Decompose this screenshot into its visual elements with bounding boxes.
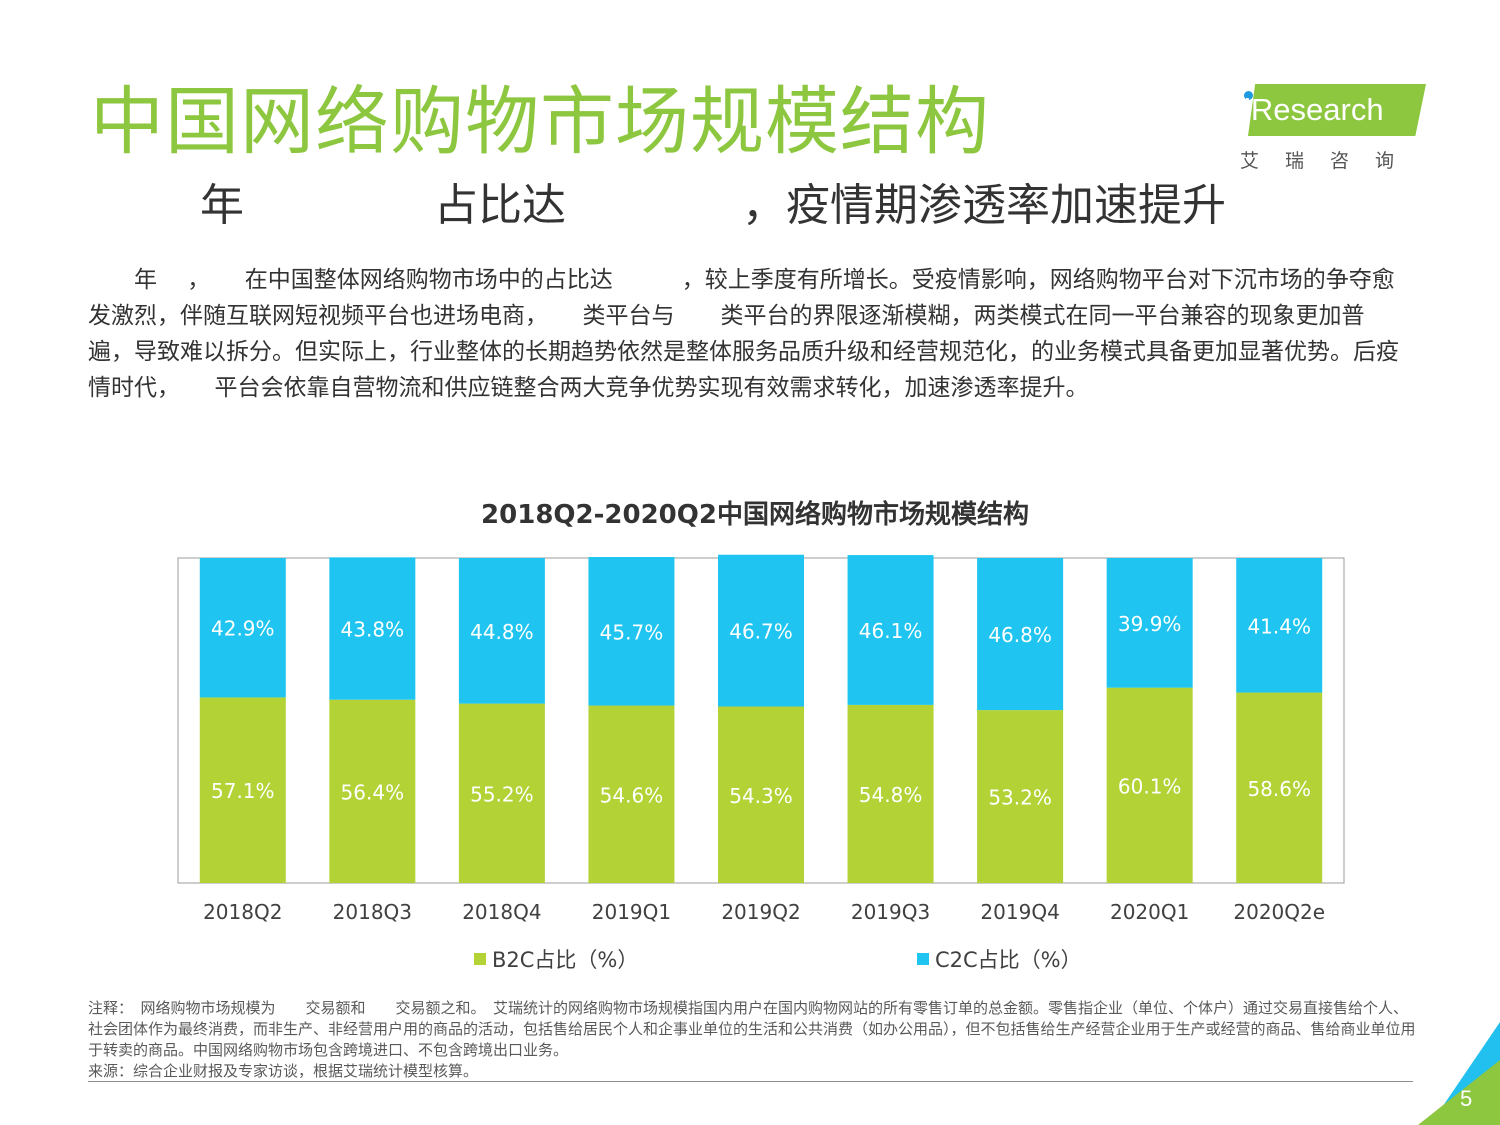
summary-paragraph: 年 ， 在中国整体网络购物市场中的占比达 ，较上季度有所增长。受疫情影响，网络购…	[88, 267, 1399, 401]
x-tick-label-2020q1: 2020Q1	[1110, 900, 1189, 924]
logo-dot-icon	[1244, 91, 1253, 100]
data-label-b2c-2018q4: 55.2%	[470, 782, 534, 806]
logo-cn-name: 艾瑞咨询	[1240, 150, 1421, 172]
x-tick-label-2018q4: 2018Q4	[462, 900, 541, 924]
data-label-b2c-2018q3: 56.4%	[341, 780, 405, 804]
footer-divider	[88, 1081, 1413, 1082]
bar-c2c-2020q1	[1106, 558, 1193, 688]
bar-b2c-2018q2	[199, 697, 286, 883]
data-label-c2c-2018q3: 43.8%	[341, 618, 405, 642]
legend-swatch-b2c	[474, 953, 486, 965]
bar-c2c-2019q1	[588, 557, 675, 706]
footnote: 注释： 网络购物市场规模为 交易额和 交易额之和。 艾瑞统计的网络购物市场规模指…	[88, 998, 1418, 1082]
stacked-bar-chart: 57.1% 42.9% 56.4% 43.8% 55.2% 44.8% 54.6% 45.7%…	[177, 554, 1345, 972]
legend-label-b2c: B2C占比（%）	[492, 948, 638, 972]
page-title: 中国网络购物市场规模结构	[90, 79, 990, 165]
iresearch-logo: iResearch 艾瑞咨询	[1238, 78, 1428, 172]
data-label-b2c-2020q2e: 58.6%	[1247, 777, 1311, 801]
page-number: 5	[1460, 1086, 1473, 1111]
x-tick-label-2019q1: 2019Q1	[592, 900, 671, 924]
data-label-c2c-2019q3: 46.1%	[859, 619, 923, 643]
bar-c2c-2018q4	[458, 558, 545, 704]
bar-b2c-2020q2e	[1236, 692, 1323, 883]
x-tick-label-2018q2: 2018Q2	[203, 900, 282, 924]
bar-c2c-2018q3	[329, 557, 416, 700]
data-label-b2c-2019q2: 54.3%	[729, 784, 793, 808]
data-label-b2c-2018q2: 57.1%	[211, 779, 275, 803]
bar-c2c-2019q2	[718, 554, 804, 707]
bars-group: 57.1% 42.9% 56.4% 43.8% 55.2% 44.8% 54.6% 45.7%…	[199, 554, 1323, 883]
data-label-b2c-2020q1: 60.1%	[1118, 774, 1182, 798]
bar-b2c-2019q3	[847, 704, 934, 883]
page-subtitle: 年 占比达 ，疫情期渗透率加速提升	[200, 180, 1226, 231]
data-label-b2c-2019q4: 53.2%	[988, 786, 1052, 810]
data-label-c2c-2018q4: 44.8%	[470, 620, 534, 644]
logo-brand: iResearch	[1244, 92, 1384, 127]
bar-b2c-2018q3	[329, 699, 416, 883]
x-tick-label-2019q3: 2019Q3	[851, 900, 930, 924]
bar-b2c-2019q1	[588, 705, 675, 883]
bar-b2c-2018q4	[458, 703, 545, 883]
data-label-c2c-2020q2e: 41.4%	[1247, 614, 1311, 638]
legend-swatch-c2c	[917, 953, 929, 965]
x-tick-label-2019q4: 2019Q4	[980, 900, 1059, 924]
bar-b2c-2019q2	[718, 706, 804, 883]
footnote-source: 来源：综合企业财报及专家访谈，根据艾瑞统计模型核算。	[88, 1062, 479, 1080]
legend: B2C占比（%） C2C占比（%）	[474, 948, 1082, 972]
data-label-b2c-2019q1: 54.6%	[600, 783, 664, 807]
x-tick-label-2019q2: 2019Q2	[721, 900, 800, 924]
x-axis-labels: 2018Q2 2018Q3 2018Q4 2019Q1 2019Q2 2019Q3 2019…	[203, 900, 1325, 924]
chart-title: 2018Q2-2020Q2中国网络购物市场规模结构	[481, 500, 1029, 530]
bar-c2c-2020q2e	[1236, 558, 1323, 693]
data-label-c2c-2019q2: 46.7%	[729, 620, 793, 644]
data-label-c2c-2020q1: 39.9%	[1118, 612, 1182, 636]
bar-c2c-2019q4	[977, 558, 1064, 711]
data-label-b2c-2019q3: 54.8%	[859, 783, 923, 807]
x-tick-label-2018q3: 2018Q3	[333, 900, 412, 924]
data-label-c2c-2019q4: 46.8%	[988, 623, 1052, 647]
footnote-note: 注释： 网络购物市场规模为 交易额和 交易额之和。 艾瑞统计的网络购物市场规模指…	[88, 999, 1416, 1059]
bar-b2c-2020q1	[1106, 687, 1193, 883]
data-label-c2c-2018q2: 42.9%	[211, 617, 275, 641]
bar-b2c-2019q4	[977, 710, 1064, 883]
bar-c2c-2018q2	[199, 558, 286, 698]
logo-mark	[1248, 84, 1426, 136]
x-tick-label-2020q2e: 2020Q2e	[1233, 900, 1325, 924]
bar-c2c-2019q3	[847, 555, 934, 705]
legend-label-c2c: C2C占比（%）	[935, 948, 1082, 972]
data-label-c2c-2019q1: 45.7%	[600, 620, 664, 644]
